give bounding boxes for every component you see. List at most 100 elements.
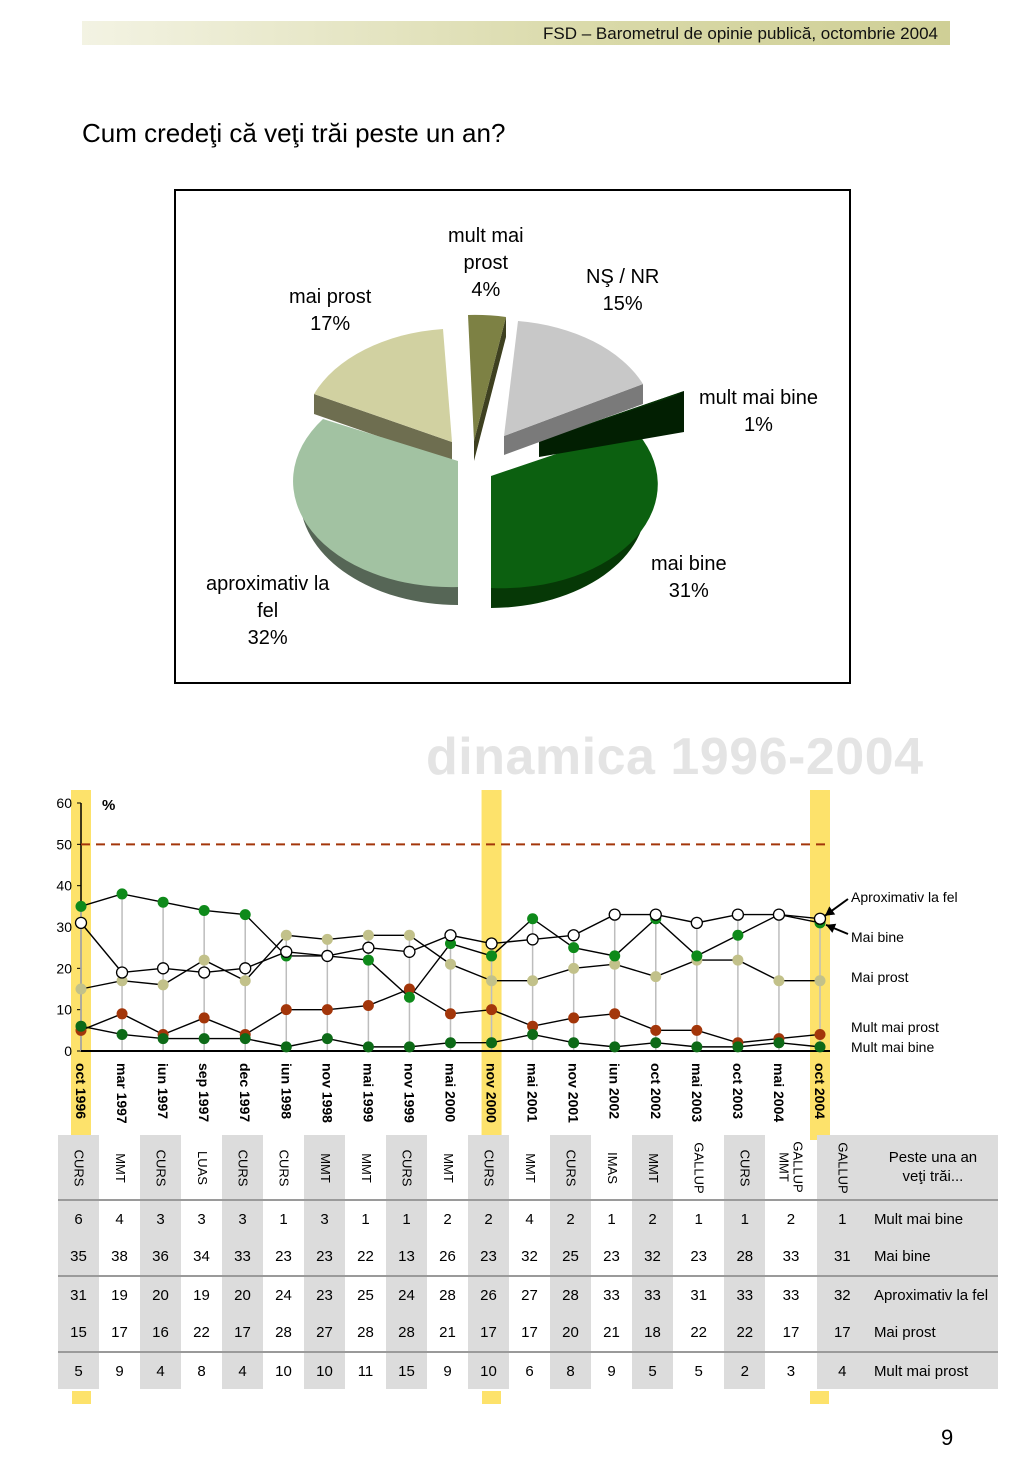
series-point-aproximativ-la-fel <box>156 962 170 975</box>
legend-arrow-aproximativ-head <box>825 906 836 916</box>
source-label: CURS <box>737 1149 753 1186</box>
table-cell: 31 <box>58 1275 99 1313</box>
table-cell: 35 <box>58 1237 99 1275</box>
pie-slice-ns-nr-side <box>504 384 643 455</box>
pie-label-aproximativ: aproximativ la fel 32% <box>206 571 329 652</box>
y-tick-label: 20 <box>56 960 72 976</box>
series-point-aproximativ-la-fel <box>239 962 252 975</box>
table-cell: 20 <box>222 1275 263 1313</box>
source-label: LUAS <box>194 1150 210 1185</box>
pie-slice-ns-nr <box>504 321 643 436</box>
pie-slice-mult-mai-bine-side <box>539 391 684 457</box>
series-point-mai-prost <box>157 979 169 991</box>
source-label: GALLUP MMT <box>776 1140 806 1193</box>
source-cell: MMT <box>632 1135 673 1199</box>
series-point-mult-mai-prost <box>486 1004 498 1016</box>
series-point-aproximativ-la-fel <box>444 929 457 942</box>
table-cell: 17 <box>222 1313 263 1351</box>
series-point-mult-mai-bine <box>198 1033 210 1045</box>
source-label: CURS <box>235 1149 251 1186</box>
series-point-mai-prost <box>527 975 539 987</box>
series-point-mai-bine <box>486 950 498 962</box>
source-label: GALLUP <box>691 1141 707 1194</box>
source-cell: MMT <box>509 1135 550 1199</box>
series-point-aproximativ-la-fel <box>526 933 539 946</box>
source-label: CURS <box>276 1149 292 1186</box>
series-point-aproximativ-la-fel <box>321 949 334 963</box>
series-point-aproximativ-la-fel <box>362 941 375 954</box>
table-cell: 28 <box>724 1237 766 1275</box>
x-tick-label: mai 2003 <box>689 1063 705 1122</box>
pie-label-text: mai prost 17% <box>289 286 372 335</box>
series-point-mai-bine <box>239 909 251 921</box>
source-label: CURS <box>563 1149 579 1186</box>
table-header-label: Peste una an veţi trăi... <box>888 1149 978 1185</box>
pie-slice-mai-prost <box>314 329 452 442</box>
series-point-mult-mai-prost <box>403 983 415 995</box>
table-cell: 2 <box>550 1199 591 1237</box>
watermark-title: dinamica 1996-2004 <box>426 728 924 786</box>
table-cell: 32 <box>816 1275 868 1313</box>
series-point-mai-prost <box>814 975 826 987</box>
x-tick-label: nov 2000 <box>484 1063 500 1123</box>
source-cell: CURS <box>222 1135 263 1199</box>
table-row-label: Mult mai prost <box>867 1351 998 1389</box>
table-row: 15 17 16 22 17 28 27 28 28 21 17 17 20 21 18 22 22 17 17 Ma… <box>58 1313 998 1351</box>
table-cell: 5 <box>58 1351 99 1389</box>
table-cell: 22 <box>724 1313 766 1351</box>
table-cell: 23 <box>468 1237 509 1275</box>
source-label: CURS <box>481 1149 497 1186</box>
pie-slice-aproximativ <box>293 419 458 588</box>
table-cell: 20 <box>550 1313 591 1351</box>
source-label: GALLUP <box>835 1141 851 1194</box>
table-cell: 26 <box>439 1247 456 1265</box>
source-cell: GALLUP <box>816 1135 868 1199</box>
series-point-mai-bine <box>691 950 703 962</box>
series-point-mult-mai-bine <box>609 1041 621 1053</box>
table-cell: 1 <box>386 1199 427 1237</box>
table-row-sources: CURS MMT CURS LUAS CURS CURS MMT MMT CURS MMT CURS… <box>58 1135 998 1199</box>
x-tick-label: mai 2001 <box>525 1063 541 1122</box>
series-point-mult-mai-prost <box>362 1000 374 1012</box>
series-point-mult-mai-bine <box>650 1037 662 1049</box>
source-cell: CURS <box>550 1135 591 1199</box>
series-point-aproximativ-la-fel <box>731 908 745 921</box>
x-tick-label: oct 2002 <box>648 1063 664 1119</box>
table-cell: 24 <box>263 1275 304 1313</box>
x-tick-label: sep 1997 <box>196 1063 212 1122</box>
series-point-mai-prost <box>650 971 662 983</box>
pie-label-text: mult mai bine 1% <box>699 387 818 436</box>
table-cell: 32 <box>632 1237 673 1275</box>
header-bar: FSD – Barometrul de opinie publică, octo… <box>82 21 950 45</box>
series-point-aproximativ-la-fel <box>485 937 498 950</box>
series-point-mult-mai-prost <box>321 1004 333 1016</box>
table-cell: 15 <box>386 1351 427 1389</box>
header-text: FSD – Barometrul de opinie publică, octo… <box>543 24 938 43</box>
table-cell: 23 <box>603 1247 620 1265</box>
y-tick-label: 10 <box>56 1002 72 1018</box>
table-cell: 2 <box>632 1199 673 1237</box>
table-cell: 17 <box>782 1323 800 1341</box>
table-cell: 17 <box>111 1323 128 1341</box>
x-tick-label: nov 1998 <box>319 1063 335 1123</box>
table-cell: 15 <box>58 1313 99 1351</box>
table-cell: 21 <box>603 1323 620 1341</box>
series-point-aproximativ-la-fel <box>280 945 293 958</box>
series-point-aproximativ-la-fel <box>690 916 703 930</box>
table-cell: 5 <box>632 1351 673 1389</box>
table-cell: 1 <box>673 1199 725 1237</box>
series-point-mult-mai-prost <box>116 1008 128 1020</box>
series-point-mai-bine <box>75 900 87 912</box>
table-cell: 9 <box>591 1351 632 1389</box>
series-point-mai-prost <box>445 958 456 970</box>
series-point-mult-mai-bine <box>239 1033 251 1045</box>
pie-slice-mai-bine <box>491 428 658 589</box>
table-cell: 13 <box>386 1237 427 1275</box>
series-point-mai-bine <box>527 913 539 925</box>
source-cell: GALLUP MMT <box>765 1135 816 1199</box>
table-cell: 33 <box>632 1275 673 1313</box>
series-point-mai-bine <box>403 991 415 1003</box>
source-label: CURS <box>153 1149 169 1186</box>
table-cell: 3 <box>765 1351 817 1389</box>
table-cell: 3 <box>140 1199 181 1237</box>
